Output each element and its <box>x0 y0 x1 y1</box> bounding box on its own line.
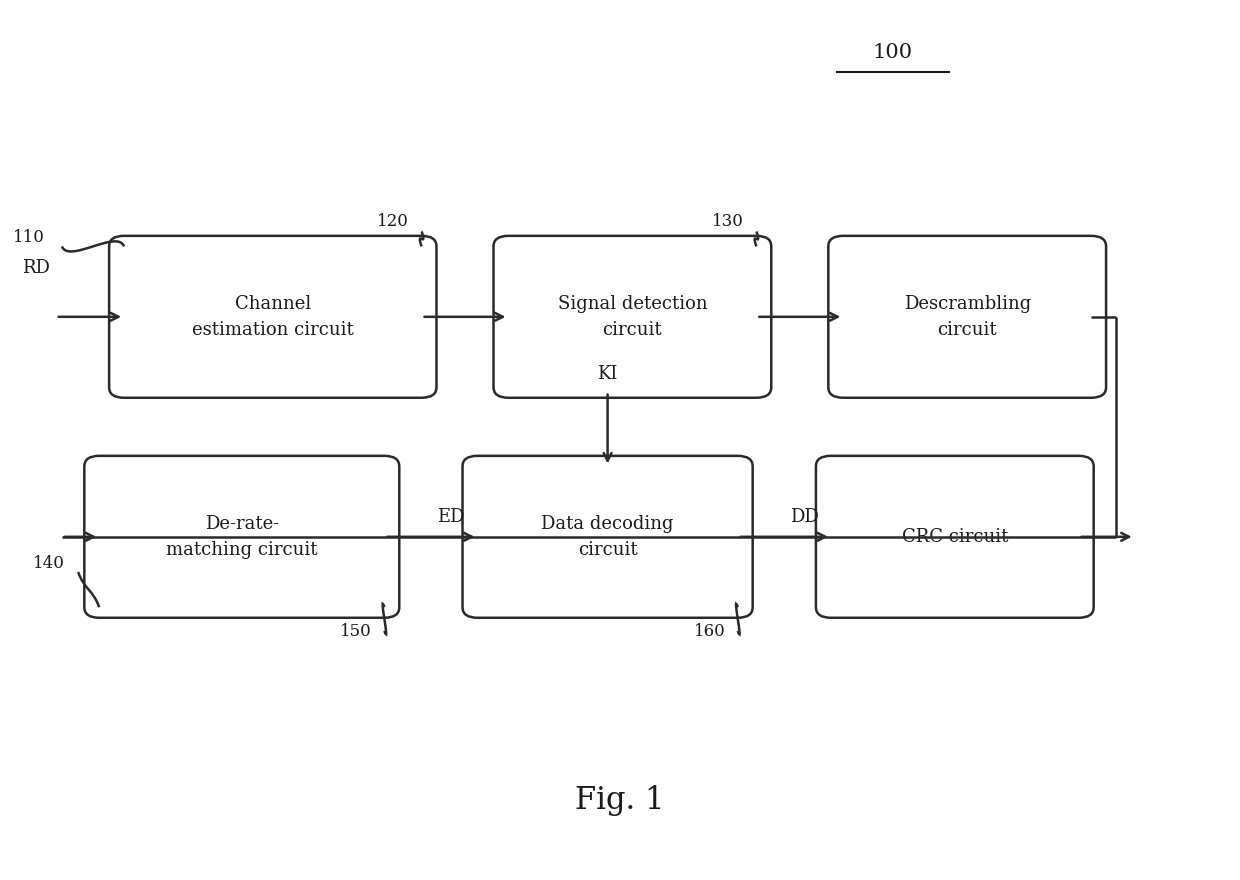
Text: 150: 150 <box>340 623 372 641</box>
Text: ED: ED <box>438 509 465 526</box>
Text: 110: 110 <box>12 229 45 246</box>
Text: 140: 140 <box>32 554 64 572</box>
Text: Fig. 1: Fig. 1 <box>575 785 665 817</box>
Text: Data decoding
circuit: Data decoding circuit <box>542 515 673 559</box>
Text: RD: RD <box>22 260 50 277</box>
FancyBboxPatch shape <box>84 456 399 618</box>
Text: Channel
estimation circuit: Channel estimation circuit <box>192 295 353 339</box>
Text: CRC circuit: CRC circuit <box>901 528 1008 546</box>
Text: Signal detection
circuit: Signal detection circuit <box>558 295 707 339</box>
Text: DD: DD <box>791 509 820 526</box>
FancyBboxPatch shape <box>828 236 1106 398</box>
Text: 160: 160 <box>693 623 725 641</box>
FancyBboxPatch shape <box>463 456 753 618</box>
Text: 100: 100 <box>873 43 913 62</box>
Text: 120: 120 <box>377 213 409 231</box>
FancyBboxPatch shape <box>109 236 436 398</box>
Text: KI: KI <box>598 365 618 383</box>
FancyBboxPatch shape <box>494 236 771 398</box>
Text: Descrambling
circuit: Descrambling circuit <box>904 295 1030 339</box>
Text: 130: 130 <box>712 213 744 231</box>
Text: De-rate-
matching circuit: De-rate- matching circuit <box>166 515 317 559</box>
FancyBboxPatch shape <box>816 456 1094 618</box>
